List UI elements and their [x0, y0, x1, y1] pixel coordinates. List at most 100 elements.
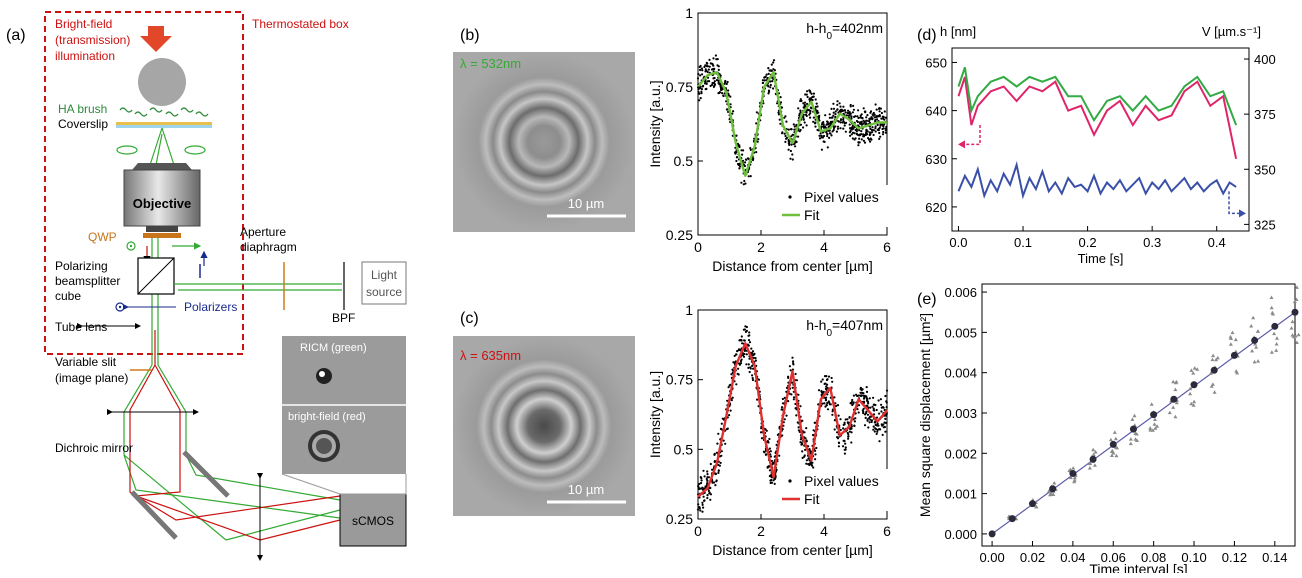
y-tick-label: 0.75 [666, 79, 693, 95]
panel-c-image [453, 336, 635, 516]
pixel-value-point [706, 496, 709, 500]
pixel-value-point [822, 125, 825, 128]
x-tick-label: 0.10 [1181, 550, 1206, 565]
pixel-value-point [832, 128, 835, 132]
msd-fit-line [991, 311, 1296, 535]
msd-trajectory-point [1215, 355, 1220, 360]
pixel-value-point [747, 339, 751, 342]
pixel-value-point [697, 72, 700, 76]
pixel-value-point [836, 108, 839, 111]
pixel-value-point [809, 112, 812, 115]
pixel-value-point [717, 68, 720, 71]
pixel-value-point [721, 417, 724, 420]
msd-trajectory-point [1291, 334, 1296, 339]
pixel-value-point [870, 116, 873, 119]
pixel-value-point [830, 376, 833, 380]
msd-trajectory-point [1228, 342, 1233, 346]
pixel-value-point [812, 116, 816, 119]
pixel-value-point [831, 116, 834, 119]
pixel-value-point [717, 82, 720, 85]
msd-trajectory-point [1091, 447, 1096, 452]
msd-trajectory-point [1214, 357, 1219, 362]
pixel-value-point [724, 442, 727, 445]
panel-c-tag: (c) [460, 310, 479, 327]
pixel-value-point [843, 452, 847, 455]
pixel-value-point [744, 161, 747, 164]
pixel-value-point [772, 59, 776, 62]
pixel-value-point [859, 387, 862, 391]
pixel-value-point [871, 405, 874, 408]
pixel-value-point [769, 474, 772, 477]
pixel-value-point [862, 400, 866, 403]
msd-trajectory-point [1269, 350, 1274, 354]
pixel-value-point [749, 175, 752, 178]
panel-d-height-velocity-chart: 0.0 0.1 0.2 0.3 0.4 620 630 640 650 325 350 375 400 T… [925, 24, 1275, 266]
pixel-value-point [799, 123, 803, 126]
left-axis-arrow-icon [962, 125, 981, 146]
legend-label-fit: Fit [804, 207, 820, 223]
height-series-line [957, 66, 1238, 126]
qwp-plate [143, 233, 181, 238]
objective-tip [132, 163, 192, 170]
pixel-value-point [844, 130, 847, 133]
plot-frame [981, 283, 1296, 547]
pixel-value-point [767, 67, 770, 70]
pixel-value-point [757, 378, 761, 381]
pixel-value-point [820, 390, 823, 393]
panel-d-tag: (d) [917, 27, 937, 44]
fold-mirror [130, 490, 178, 540]
pixel-value-point [793, 128, 796, 131]
pixel-value-point [789, 157, 792, 160]
scmos-label: sCMOS [352, 514, 394, 528]
msd-trajectory-point [1290, 319, 1295, 324]
pixel-value-point [842, 120, 845, 123]
pixel-value-point [800, 443, 803, 446]
pixel-value-point [831, 410, 834, 413]
pixel-value-point [823, 402, 826, 405]
msd-trajectory-point [1068, 475, 1073, 480]
pixel-value-point [706, 494, 709, 497]
pixel-value-point [738, 362, 741, 365]
pixel-value-point [844, 446, 847, 449]
pixel-value-point [708, 65, 711, 68]
pixel-value-point [728, 414, 731, 417]
pixel-value-point [741, 354, 745, 357]
pixel-value-point [823, 375, 827, 378]
pixel-value-point [840, 108, 843, 111]
panel-b-scalebar-label: 10 µm [568, 196, 604, 211]
y-axis-label: Intensity [a.u.] [647, 80, 663, 167]
left-axis-arrowhead-icon [958, 140, 965, 149]
pixel-value-point [832, 107, 836, 110]
msd-mean-point [1291, 308, 1299, 316]
y-right-tick-label: 325 [1254, 217, 1276, 232]
x-tick-label: 2 [757, 523, 765, 539]
pixel-value-point [748, 341, 752, 344]
pixel-value-point [821, 391, 825, 394]
pixel-value-point [725, 428, 728, 431]
pixel-value-point [814, 421, 817, 424]
pixel-value-point [827, 400, 830, 403]
pixel-value-point [717, 65, 720, 68]
pixel-value-point [772, 87, 775, 90]
pixel-value-point [852, 394, 856, 397]
pixel-value-point [729, 103, 732, 106]
pixel-value-point [874, 130, 877, 133]
pixel-value-point [882, 117, 885, 120]
objective-label: Objective [133, 196, 192, 211]
pixel-value-point [752, 367, 755, 370]
pixel-value-point [765, 429, 768, 432]
pixel-value-point [767, 89, 771, 92]
pixel-value-point [820, 148, 824, 151]
tube-lens-label: Tube lens [55, 320, 107, 334]
pixel-value-point [784, 140, 787, 143]
pixel-value-point [866, 413, 870, 416]
pixel-value-point [857, 144, 860, 147]
right-axis-arrow-icon [1228, 191, 1241, 215]
pixel-value-point [836, 431, 839, 434]
pixel-value-point [826, 120, 829, 123]
pixel-value-point [825, 396, 828, 399]
y-right-axis-label: V [µm.s⁻¹] [1202, 24, 1261, 39]
pixel-value-point [761, 79, 765, 82]
pixel-value-point [751, 377, 754, 380]
pixel-value-point [799, 109, 802, 112]
